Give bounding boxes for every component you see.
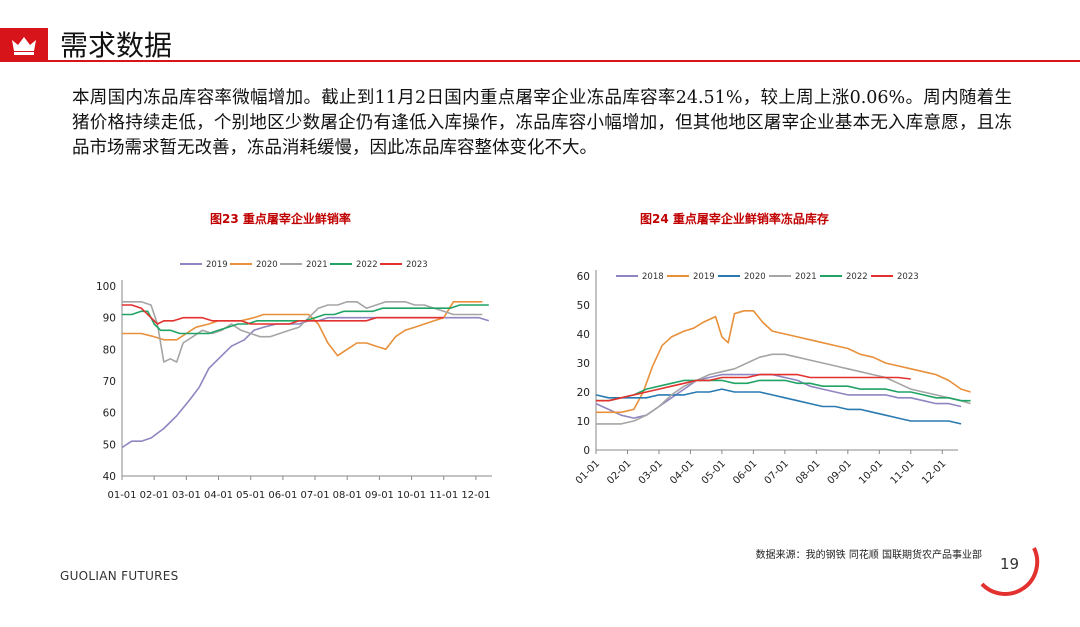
y-tick-label: 60: [577, 271, 590, 283]
y-tick-label: 60: [103, 408, 116, 420]
y-tick-label: 50: [577, 300, 590, 312]
x-tick-label: 09-01: [826, 458, 854, 486]
legend-label-2019: 2019: [693, 272, 715, 282]
legend-label-2022: 2022: [356, 260, 378, 270]
page-number: 19: [1000, 555, 1020, 573]
data-source: 数据来源：我的钢铁 同花顺 国联期货农产品事业部: [755, 550, 982, 561]
x-tick-label: 06-01: [268, 490, 297, 501]
x-tick-label: 05-01: [236, 490, 265, 501]
legend-label-2021: 2021: [795, 272, 817, 282]
series-line-2023: [122, 304, 444, 325]
series-line-2020: [122, 301, 483, 357]
y-tick-label: 20: [577, 387, 590, 399]
x-tick-label: 11-01: [889, 458, 917, 486]
y-tick-label: 90: [103, 313, 116, 325]
x-tick-label: 07-01: [301, 490, 330, 501]
series-line-2021: [596, 353, 971, 425]
x-tick-label: 05-01: [700, 458, 728, 486]
header-rule: [48, 60, 1080, 62]
series-line-2022: [596, 379, 971, 402]
x-tick-label: 10-01: [857, 458, 885, 486]
y-tick-label: 80: [103, 344, 116, 356]
y-tick-label: 40: [103, 471, 116, 483]
x-tick-label: 04-01: [668, 458, 696, 486]
legend-label-2018: 2018: [642, 272, 664, 282]
series-line-2019: [596, 310, 971, 414]
legend-label-2023: 2023: [897, 272, 919, 282]
x-tick-label: 06-01: [731, 458, 759, 486]
crown-icon: [12, 37, 36, 55]
x-tick-label: 03-01: [172, 490, 201, 501]
x-tick-label: 10-01: [397, 490, 426, 501]
x-tick-label: 02-01: [140, 490, 169, 501]
y-tick-label: 50: [103, 439, 116, 451]
x-tick-label: 12-01: [461, 490, 490, 501]
x-tick-label: 08-01: [333, 490, 362, 501]
x-tick-label: 07-01: [763, 458, 791, 486]
series-line-2019: [121, 316, 490, 449]
x-tick-label: 01-01: [107, 490, 136, 501]
brand-name: GUOLIAN FUTURES: [60, 569, 179, 583]
y-tick-label: 40: [577, 329, 590, 341]
legend-label-2020: 2020: [256, 260, 278, 270]
page-corner-arc: [980, 547, 1040, 596]
summary-paragraph: 本周国内冻品库容率微幅增加。截止到11月2日国内重点屠宰企业冻品库容率24.51…: [72, 88, 1012, 158]
legend-label-2023: 2023: [406, 260, 428, 270]
x-tick-label: 01-01: [574, 458, 602, 486]
x-tick-label: 02-01: [605, 458, 633, 486]
header: 需求数据: [0, 18, 1080, 68]
series-line-2020: [595, 388, 962, 425]
y-tick-label: 70: [103, 376, 116, 388]
x-tick-label: 11-01: [429, 490, 458, 501]
legend-label-2020: 2020: [744, 272, 766, 282]
x-tick-label: 09-01: [365, 490, 394, 501]
x-tick-label: 04-01: [204, 490, 233, 501]
series-line-2023: [596, 373, 911, 402]
chart-frozen-inventory: 2018 2019 2020 2021 2022 2023 0 10 20 30 40 50 60 01-…: [574, 270, 971, 487]
crown-logo: [0, 28, 48, 62]
legend-label-2022: 2022: [846, 272, 868, 282]
page-title: 需求数据: [60, 29, 173, 62]
y-tick-label: 100: [96, 281, 116, 293]
y-tick-label: 0: [583, 445, 590, 457]
x-tick-label: 08-01: [794, 458, 822, 486]
y-tick-label: 10: [577, 416, 590, 428]
legend-label-2019: 2019: [206, 260, 228, 270]
legend-label-2021: 2021: [306, 260, 328, 270]
series-line-2021: [122, 301, 483, 363]
x-tick-label: 03-01: [637, 458, 665, 486]
chart1-title: 图23 重点屠宰企业鲜销率: [210, 212, 351, 226]
y-tick-label: 30: [577, 358, 590, 370]
x-tick-label: 12-01: [920, 458, 948, 486]
chart-fresh-sales-rate: 2019 2020 2021 2022 2023 40 50 60 70 80 90 100 01-01…: [96, 260, 492, 501]
chart2-title: 图24 重点屠宰企业鲜销率冻品库存: [640, 212, 829, 226]
